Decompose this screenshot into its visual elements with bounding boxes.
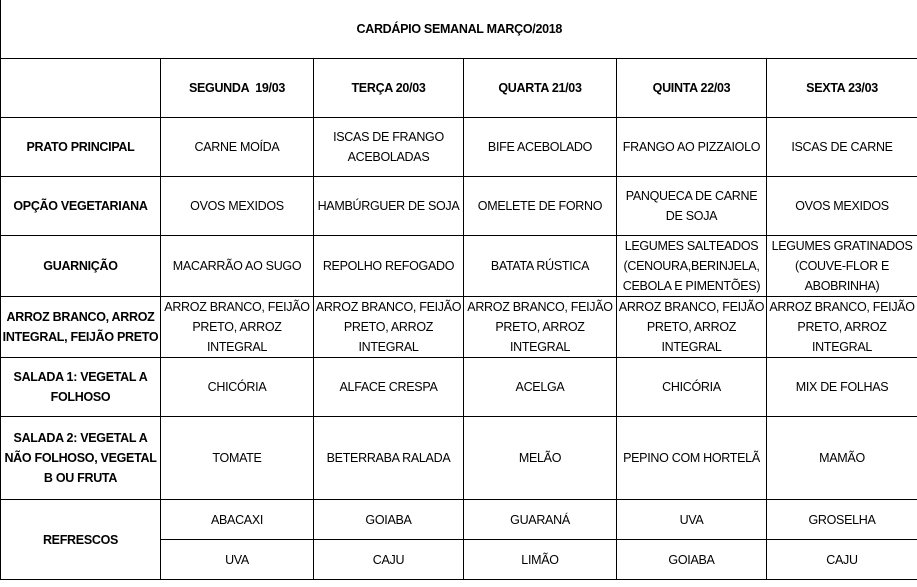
day-header-friday: SEXTA 23/03 <box>765 58 917 118</box>
menu-cell-friday: LEGUMES GRATINADOS (COUVE-FLOR E ABOBRIN… <box>765 235 917 297</box>
menu-cell-thursday: FRANGO AO PIZZAIOLO <box>616 117 767 177</box>
refresco-cell-monday: UVA <box>160 539 314 580</box>
refresco-cell-thursday: UVA <box>616 499 767 540</box>
menu-row-prato-principal: PRATO PRINCIPAL CARNE MOÍDA ISCAS DE FRANG… <box>0 117 917 177</box>
refrescos-row1: REFRESCOS ABACAXI GOIABA GUARANÁ UVA GROSELHA <box>0 499 917 580</box>
refresco-cell-tuesday: CAJU <box>313 539 464 580</box>
corner-cell <box>0 58 161 118</box>
menu-cell-thursday: PEPINO COM HORTELÃ <box>616 416 767 500</box>
day-header-monday: SEGUNDA 19/03 <box>160 58 314 118</box>
row-label: GUARNIÇÃO <box>0 235 161 297</box>
menu-cell-tuesday: BETERRABA RALADA <box>313 416 464 500</box>
menu-row-arroz-feijao: ARROZ BRANCO, ARROZ INTEGRAL, FEIJÃO PRE… <box>0 296 917 358</box>
menu-cell-wednesday: OMELETE DE FORNO <box>463 176 617 236</box>
menu-cell-friday: MIX DE FOLHAS <box>765 357 917 417</box>
refresco-cell-friday: GROSELHA <box>765 499 917 540</box>
menu-cell-thursday: LEGUMES SALTEADOS (CENOURA,BERINJELA, CE… <box>616 235 767 297</box>
menu-cell-friday: MAMÃO <box>765 416 917 500</box>
menu-cell-wednesday: ARROZ BRANCO, FEIJÃO PRETO, ARROZ INTEGR… <box>463 296 617 358</box>
refresco-cell-wednesday: LIMÃO <box>463 539 617 580</box>
menu-row-opcao-vegetariana: OPÇÃO VEGETARIANA OVOS MEXIDOS HAMBÚRGUER … <box>0 176 917 236</box>
menu-cell-monday: TOMATE <box>160 416 314 500</box>
header-row: SEGUNDA 19/03 TERÇA 20/03 QUARTA 21/03 Q… <box>0 58 917 118</box>
menu-cell-wednesday: MELÃO <box>463 416 617 500</box>
row-label: SALADA 1: VEGETAL A FOLHOSO <box>0 357 161 417</box>
row-label: OPÇÃO VEGETARIANA <box>0 176 161 236</box>
menu-cell-thursday: PANQUECA DE CARNE DE SOJA <box>616 176 767 236</box>
menu-cell-monday: CHICÓRIA <box>160 357 314 417</box>
menu-cell-monday: MACARRÃO AO SUGO <box>160 235 314 297</box>
refresco-cell-thursday: GOIABA <box>616 539 767 580</box>
refrescos-row2: UVA CAJU LIMÃO GOIABA CAJU <box>1 539 917 580</box>
menu-cell-thursday: CHICÓRIA <box>616 357 767 417</box>
menu-cell-monday: OVOS MEXIDOS <box>160 176 314 236</box>
menu-row-salada-2: SALADA 2: VEGETAL A NÃO FOLHOSO, VEGETAL… <box>0 416 917 500</box>
day-header-thursday: QUINTA 22/03 <box>616 58 767 118</box>
menu-cell-tuesday: ARROZ BRANCO, FEIJÃO PRETO, ARROZ INTEGR… <box>313 296 464 358</box>
menu-cell-tuesday: REPOLHO REFOGADO <box>313 235 464 297</box>
row-label: PRATO PRINCIPAL <box>0 117 161 177</box>
menu-cell-wednesday: BIFE ACEBOLADO <box>463 117 617 177</box>
row-label: SALADA 2: VEGETAL A NÃO FOLHOSO, VEGETAL… <box>0 416 161 500</box>
menu-row-salada-1: SALADA 1: VEGETAL A FOLHOSO CHICÓRIA ALFAC… <box>0 357 917 417</box>
menu-cell-thursday: ARROZ BRANCO, FEIJÃO PRETO, ARROZ INTEGR… <box>616 296 767 358</box>
day-header-wednesday: QUARTA 21/03 <box>463 58 617 118</box>
menu-cell-wednesday: ACELGA <box>463 357 617 417</box>
menu-cell-tuesday: HAMBÚRGUER DE SOJA <box>313 176 464 236</box>
menu-row-guarnicao: GUARNIÇÃO MACARRÃO AO SUGO REPOLHO REFOGAD… <box>0 235 917 297</box>
refresco-cell-monday: ABACAXI <box>160 499 314 540</box>
day-header-tuesday: TERÇA 20/03 <box>313 58 464 118</box>
menu-cell-friday: OVOS MEXIDOS <box>765 176 917 236</box>
menu-cell-friday: ARROZ BRANCO, FEIJÃO PRETO, ARROZ INTEGR… <box>765 296 917 358</box>
menu-cell-monday: ARROZ BRANCO, FEIJÃO PRETO, ARROZ INTEGR… <box>160 296 314 358</box>
row-label: REFRESCOS <box>0 499 161 580</box>
refresco-cell-friday: CAJU <box>765 539 917 580</box>
menu-cell-friday: ISCAS DE CARNE <box>765 117 917 177</box>
refresco-cell-wednesday: GUARANÁ <box>463 499 617 540</box>
menu-cell-tuesday: ALFACE CRESPA <box>313 357 464 417</box>
title-row: CARDÁPIO SEMANAL MARÇO/2018 <box>0 0 917 59</box>
refresco-cell-tuesday: GOIABA <box>313 499 464 540</box>
row-label: ARROZ BRANCO, ARROZ INTEGRAL, FEIJÃO PRE… <box>0 296 161 358</box>
menu-cell-monday: CARNE MOÍDA <box>160 117 314 177</box>
menu-title: CARDÁPIO SEMANAL MARÇO/2018 <box>0 0 917 59</box>
menu-cell-wednesday: BATATA RÚSTICA <box>463 235 617 297</box>
menu-cell-tuesday: ISCAS DE FRANGO ACEBOLADAS <box>313 117 464 177</box>
